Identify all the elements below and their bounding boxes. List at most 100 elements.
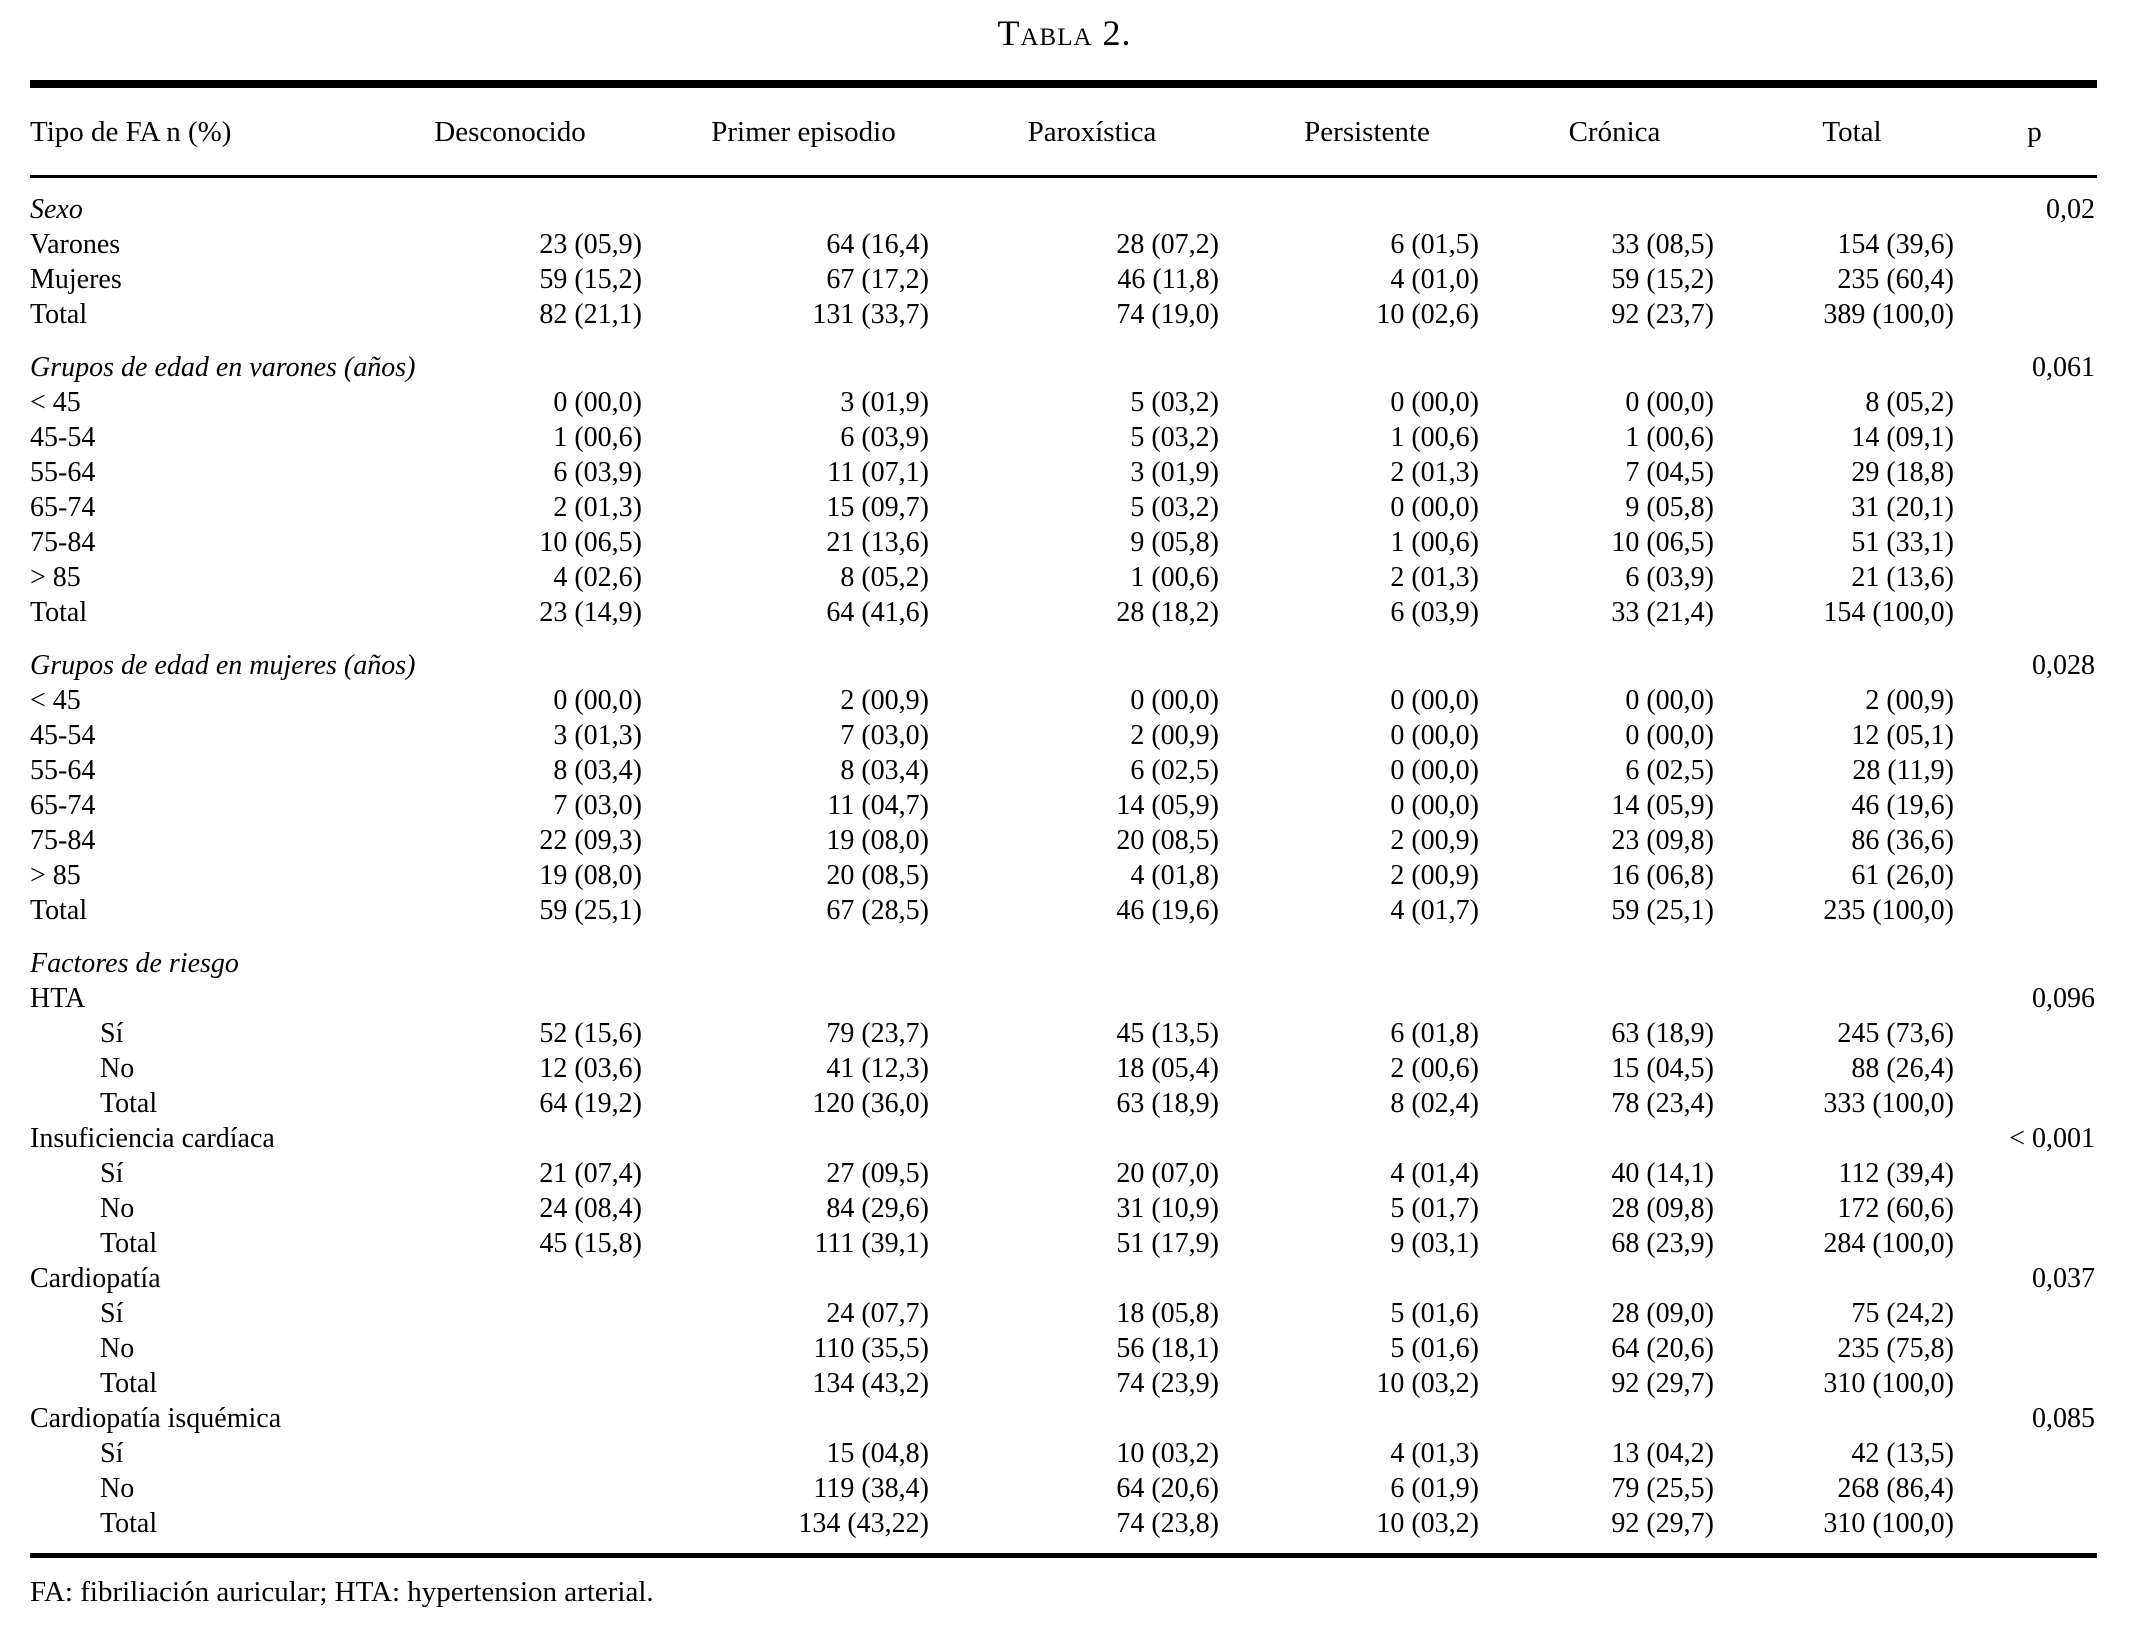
row-label: Mujeres <box>30 264 122 295</box>
cell-value: 15 (04,8) <box>826 1438 929 1469</box>
cell-value <box>1237 1121 1497 1156</box>
p-value: 0,061 <box>2032 352 2095 383</box>
table-row: Total 134 (43,22) 74 (23,8) 10 (03,2) 92 (29… <box>30 1506 2097 1556</box>
cell-value: 8 (03,4) <box>840 755 929 786</box>
section-row: Sexo 0,02 <box>30 177 2097 228</box>
p-value <box>1972 1051 2097 1086</box>
cell-value: 10 (06,5) <box>1611 527 1714 558</box>
p-value <box>1972 1191 2097 1226</box>
table-row: Total 134 (43,2) 74 (23,9) 10 (03,2) 92 (29,… <box>30 1366 2097 1401</box>
table-row: HTA 0,096 <box>30 981 2097 1016</box>
row-label: 65-74 <box>30 492 96 523</box>
p-value <box>1972 1226 2097 1261</box>
cell-value: 51 (33,1) <box>1851 527 1954 558</box>
cell-value <box>947 928 1237 981</box>
cell-value: 56 (18,1) <box>1116 1333 1219 1364</box>
cell-value: 63 (18,9) <box>1611 1018 1714 1049</box>
cell-value: 1 (00,6) <box>553 422 642 453</box>
row-label: 75-84 <box>30 527 96 558</box>
cell-value: 7 (03,0) <box>553 790 642 821</box>
cell-value <box>1237 630 1497 683</box>
cell-value: 131 (33,7) <box>812 299 929 330</box>
table-row: Varones 23 (05,9) 64 (16,4) 28 (07,2) 6 (01,… <box>30 227 2097 262</box>
cell-value: 23 (14,9) <box>539 597 642 628</box>
cell-value: 31 (10,9) <box>1116 1193 1219 1224</box>
cell-value <box>1732 928 1972 981</box>
cell-value: 14 (05,9) <box>1611 790 1714 821</box>
cell-value: 75 (24,2) <box>1851 1298 1954 1329</box>
table-header: Tipo de FA n (%) Desconocido Primer epis… <box>30 84 2097 178</box>
cell-value: 2 (00,6) <box>1390 1053 1479 1084</box>
cell-value <box>360 1121 660 1156</box>
cell-value: 23 (09,8) <box>1611 825 1714 856</box>
cell-value: 33 (21,4) <box>1611 597 1714 628</box>
column-header-cronica: Crónica <box>1497 84 1732 178</box>
cell-value: 1 (00,6) <box>1390 527 1479 558</box>
cell-value: 0 (00,0) <box>1390 492 1479 523</box>
data-table: Tipo de FA n (%) Desconocido Primer epis… <box>30 80 2097 1558</box>
cell-value: 41 (12,3) <box>826 1053 929 1084</box>
table-row: Total 45 (15,8) 111 (39,1) 51 (17,9) 9 (03,1… <box>30 1226 2097 1261</box>
cell-value: 4 (01,8) <box>1130 860 1219 891</box>
cell-value: 6 (01,9) <box>1390 1473 1479 1504</box>
cell-value: 2 (00,9) <box>1390 860 1479 891</box>
cell-value: 22 (09,3) <box>539 825 642 856</box>
cell-value: 24 (07,7) <box>826 1298 929 1329</box>
cell-value: 0 (00,0) <box>1625 685 1714 716</box>
cell-value: 7 (04,5) <box>1625 457 1714 488</box>
cell-value <box>360 1506 660 1556</box>
cell-value: 6 (03,9) <box>1390 597 1479 628</box>
cell-value <box>1237 981 1497 1016</box>
cell-value: 63 (18,9) <box>1116 1088 1219 1119</box>
cell-value: 2 (01,3) <box>1390 562 1479 593</box>
cell-value: 14 (09,1) <box>1851 422 1954 453</box>
cell-value: 0 (00,0) <box>1625 720 1714 751</box>
cell-value: 74 (23,9) <box>1116 1368 1219 1399</box>
column-header-p: p <box>1972 84 2097 178</box>
cell-value: 45 (15,8) <box>539 1228 642 1259</box>
p-value: 0,02 <box>2046 194 2095 225</box>
cell-value <box>1732 630 1972 683</box>
cell-value: 154 (39,6) <box>1837 229 1954 260</box>
cell-value: 112 (39,4) <box>1838 1158 1954 1189</box>
cell-value: 154 (100,0) <box>1823 597 1954 628</box>
cell-value: 6 (02,5) <box>1625 755 1714 786</box>
p-value <box>1972 928 2097 981</box>
cell-value: 19 (08,0) <box>826 825 929 856</box>
table-row: 55-64 6 (03,9) 11 (07,1) 3 (01,9) 2 (01,3) 7 … <box>30 455 2097 490</box>
cell-value: 14 (05,9) <box>1116 790 1219 821</box>
cell-value: 5 (01,6) <box>1390 1298 1479 1329</box>
table-row: Sí 24 (07,7) 18 (05,8) 5 (01,6) 28 (09,0) 75 … <box>30 1296 2097 1331</box>
cell-value: 82 (21,1) <box>539 299 642 330</box>
table-body: Sexo 0,02 Varones 23 (05,9) 64 (16,4) 28 (07,… <box>30 177 2097 1556</box>
cell-value: 1 (00,6) <box>1390 422 1479 453</box>
row-label: Sexo <box>30 194 83 225</box>
cell-value: 67 (17,2) <box>826 264 929 295</box>
cell-value: 10 (03,2) <box>1116 1438 1219 1469</box>
column-header-desconocido: Desconocido <box>360 84 660 178</box>
cell-value: 46 (19,6) <box>1851 790 1954 821</box>
row-label: No <box>100 1473 135 1504</box>
cell-value <box>660 177 947 228</box>
table-row: No 119 (38,4) 64 (20,6) 6 (01,9) 79 (25,5) 26… <box>30 1471 2097 1506</box>
row-label: Sí <box>100 1018 124 1049</box>
cell-value: 64 (20,6) <box>1116 1473 1219 1504</box>
cell-value: 0 (00,0) <box>553 685 642 716</box>
row-label: < 45 <box>30 387 81 418</box>
column-header-primer-episodio: Primer episodio <box>660 84 947 178</box>
cell-value: 19 (08,0) <box>539 860 642 891</box>
row-label: 55-64 <box>30 755 96 786</box>
table-row: No 12 (03,6) 41 (12,3) 18 (05,4) 2 (00,6) 15 … <box>30 1051 2097 1086</box>
cell-value: 2 (00,9) <box>1865 685 1954 716</box>
cell-value: 88 (26,4) <box>1851 1053 1954 1084</box>
cell-value: 310 (100,0) <box>1823 1508 1954 1539</box>
cell-value: 59 (25,1) <box>1611 895 1714 926</box>
p-value <box>1972 1156 2097 1191</box>
cell-value: 61 (26,0) <box>1851 860 1954 891</box>
column-header-total: Total <box>1732 84 1972 178</box>
cell-value <box>1497 177 1732 228</box>
cell-value: 46 (19,6) <box>1116 895 1219 926</box>
cell-value: 9 (05,8) <box>1130 527 1219 558</box>
cell-value: 284 (100,0) <box>1823 1228 1954 1259</box>
cell-value <box>1497 1401 1732 1436</box>
